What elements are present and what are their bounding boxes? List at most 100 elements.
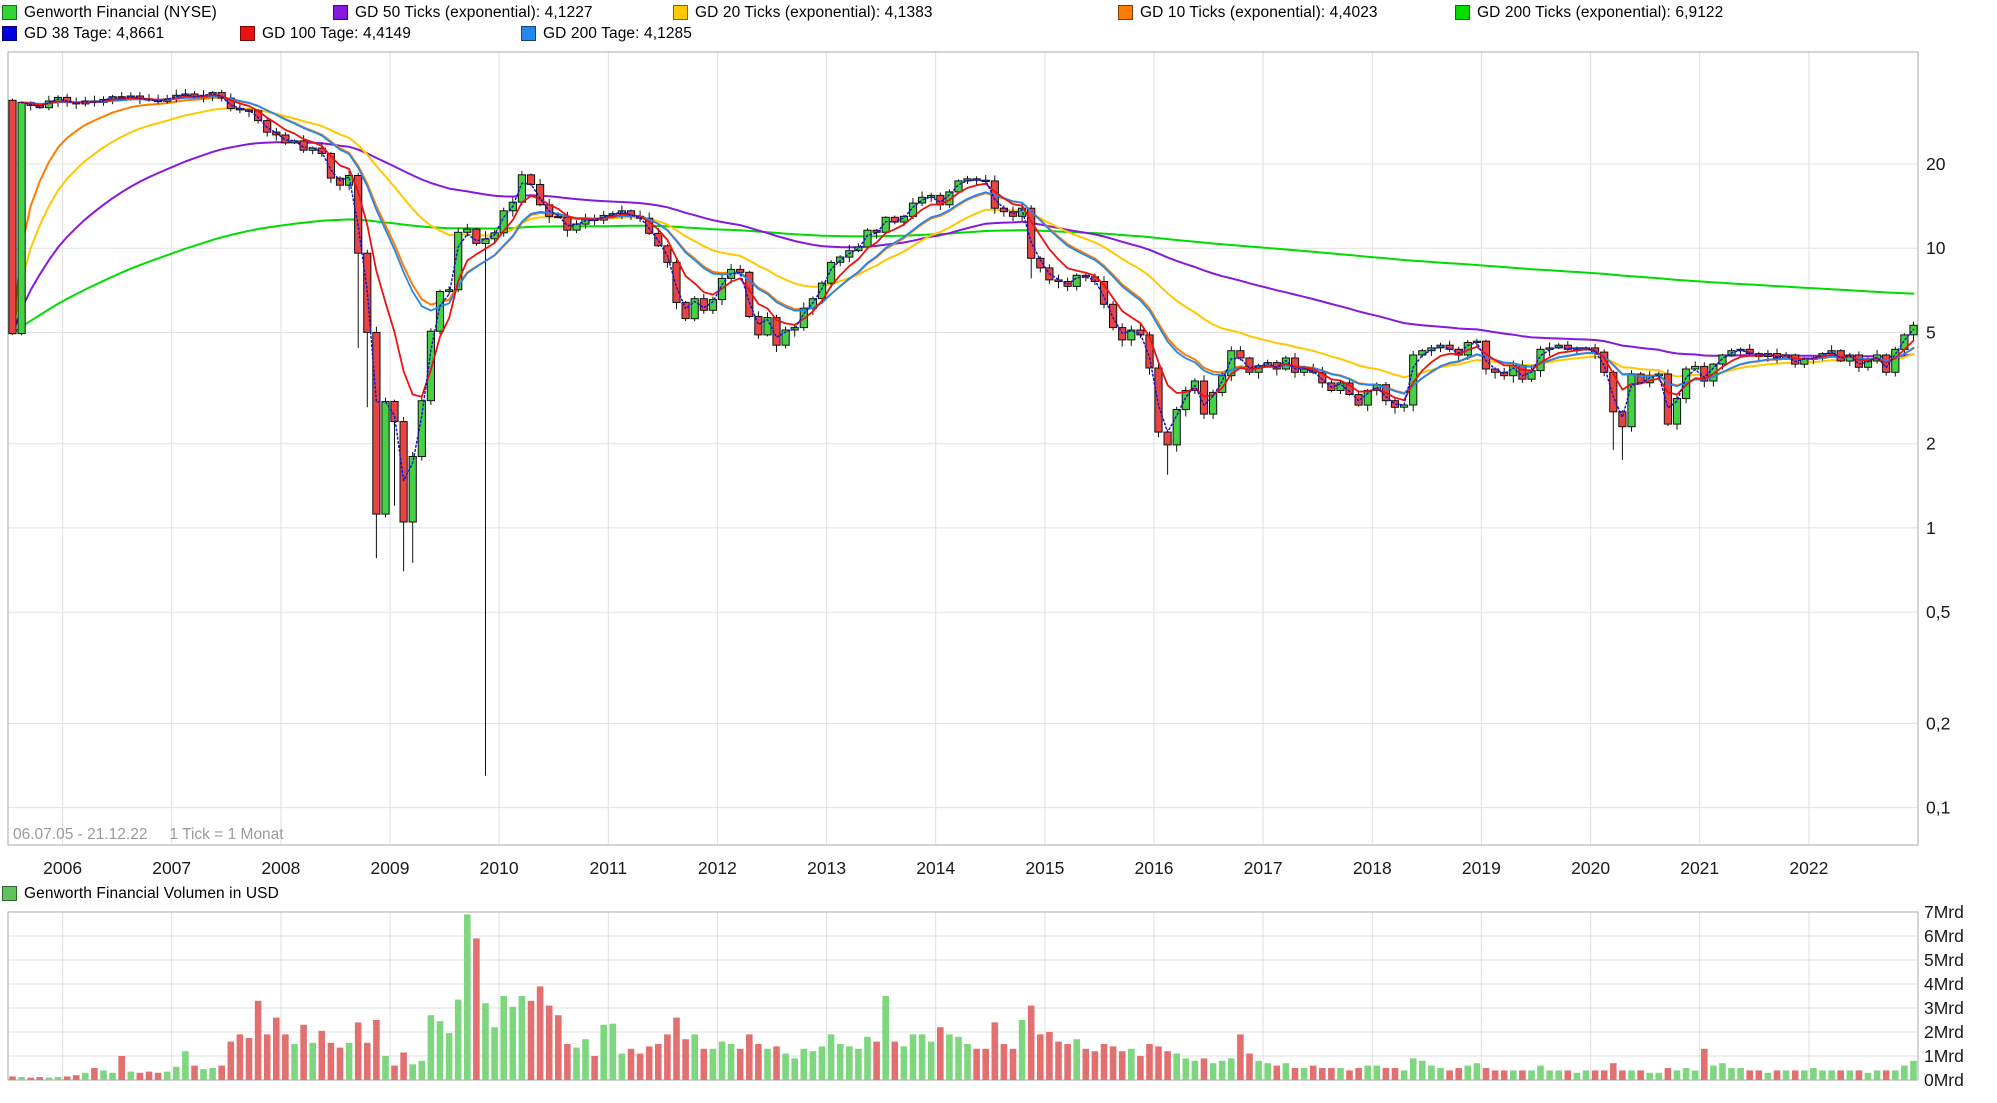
volume-bar — [182, 1051, 189, 1080]
volume-bar — [782, 1053, 789, 1080]
volume-bar — [1000, 1044, 1008, 1080]
volume-bar — [9, 1076, 16, 1080]
candle-up — [408, 456, 417, 523]
volume-bar — [1864, 1072, 1872, 1080]
candle-down — [1099, 281, 1109, 305]
volume-bar — [445, 1033, 453, 1080]
volume-bar — [573, 1047, 580, 1080]
candle-down — [1081, 274, 1090, 278]
volume-bar — [273, 1017, 280, 1080]
volume-bar — [309, 1042, 316, 1080]
volume-bar — [564, 1044, 571, 1080]
year-label: 2006 — [43, 858, 82, 878]
volume-bar — [1191, 1060, 1199, 1080]
volume-bar — [1328, 1068, 1335, 1080]
price-tick-label: 5 — [1926, 322, 1936, 342]
candle-up — [690, 298, 699, 320]
candle-up — [1672, 398, 1682, 425]
volume-bar — [1173, 1053, 1180, 1080]
volume-bar — [1073, 1039, 1080, 1080]
volume-bar — [664, 1034, 671, 1080]
volume-bar — [1528, 1070, 1535, 1080]
volume-bar — [1455, 1068, 1462, 1080]
legend-label: GD 50 Ticks (exponential): 4,1227 — [355, 3, 593, 21]
volume-bar — [336, 1047, 344, 1080]
volume-bar — [1846, 1070, 1854, 1080]
volume-bar — [1055, 1041, 1062, 1080]
candle-down — [681, 301, 690, 320]
volume-bar — [636, 1053, 644, 1080]
candle-up — [426, 330, 435, 402]
volume-bar — [1155, 1046, 1162, 1080]
volume-bar — [818, 1046, 826, 1080]
volume-bar — [827, 1034, 835, 1080]
volume-bar — [1746, 1070, 1753, 1080]
volume-bar — [409, 1064, 416, 1080]
candle-down — [1390, 400, 1400, 408]
volume-bar — [418, 1060, 426, 1080]
year-label: 2013 — [807, 858, 846, 878]
volume-bar — [227, 1041, 235, 1080]
date-range-text: 06.07.05 - 21.12.22 — [13, 826, 148, 843]
candle-up — [1536, 348, 1545, 372]
candle-down — [263, 120, 272, 133]
volume-bar — [1018, 1020, 1026, 1080]
volume-bar — [709, 1048, 717, 1080]
volume-bar — [1791, 1070, 1799, 1080]
candle-down — [281, 134, 290, 144]
volume-bar — [655, 1044, 662, 1080]
volume-bar — [955, 1036, 962, 1080]
volume-bar — [755, 1044, 762, 1080]
volume-bar — [991, 1022, 999, 1080]
volume-bar — [236, 1034, 244, 1080]
volume-tick-label: 7Mrd — [1924, 902, 1964, 922]
candle-up — [1181, 390, 1190, 411]
candle-up — [1691, 365, 1700, 370]
candle-up — [517, 174, 526, 203]
volume-tick-label: 0Mrd — [1924, 1070, 1964, 1090]
price-gridlines — [7, 51, 1919, 846]
legend-label: GD 38 Tage: 4,8661 — [24, 24, 165, 42]
volume-bar — [1555, 1070, 1562, 1080]
volume-bar — [209, 1068, 216, 1080]
volume-bar — [773, 1046, 780, 1080]
volume-bar — [1200, 1058, 1208, 1080]
volume-bar — [1482, 1068, 1490, 1080]
volume-bar — [1391, 1068, 1399, 1080]
date-range-note: 06.07.05 - 21.12.22 1 Tick = 1 Monat — [13, 826, 284, 844]
legend-label: GD 100 Tage: 4,4149 — [262, 24, 411, 42]
candle-up — [1209, 391, 1218, 415]
candle-down — [472, 228, 481, 244]
volume-bar — [791, 1058, 798, 1080]
volume-bar — [1573, 1072, 1581, 1080]
candle-down — [326, 153, 335, 179]
volume-bar — [891, 1041, 899, 1080]
volume-bar — [327, 1042, 335, 1080]
ma-line-gd200-tage — [20, 95, 1915, 395]
volume-bar — [518, 996, 526, 1080]
price-tick-label: 20 — [1926, 154, 1946, 174]
candle-down — [1663, 373, 1673, 425]
volume-bar — [345, 1042, 353, 1080]
gd200-ticks-swatch — [1455, 5, 1470, 20]
volume-bar — [1428, 1065, 1435, 1080]
candle-down — [872, 229, 881, 233]
volume-bar — [800, 1048, 808, 1080]
volume-bar — [1146, 1044, 1153, 1080]
gd20-ticks-swatch — [673, 5, 688, 20]
volume-bar — [173, 1066, 180, 1080]
candle-down — [1109, 303, 1118, 329]
candle-down — [1027, 207, 1036, 259]
candle-down — [354, 175, 363, 254]
volume-bar — [700, 1048, 708, 1080]
volume-gridlines — [7, 911, 1919, 1081]
candle-down — [335, 177, 345, 186]
volume-bar — [1091, 1051, 1099, 1080]
volume-bar — [927, 1041, 935, 1080]
volume-bar — [1064, 1044, 1071, 1080]
volume-bar — [809, 1051, 817, 1080]
year-label: 2020 — [1571, 858, 1610, 878]
volume-bar — [391, 1065, 398, 1080]
volume-bar — [1264, 1063, 1271, 1080]
gd200-tage-swatch — [521, 26, 536, 41]
